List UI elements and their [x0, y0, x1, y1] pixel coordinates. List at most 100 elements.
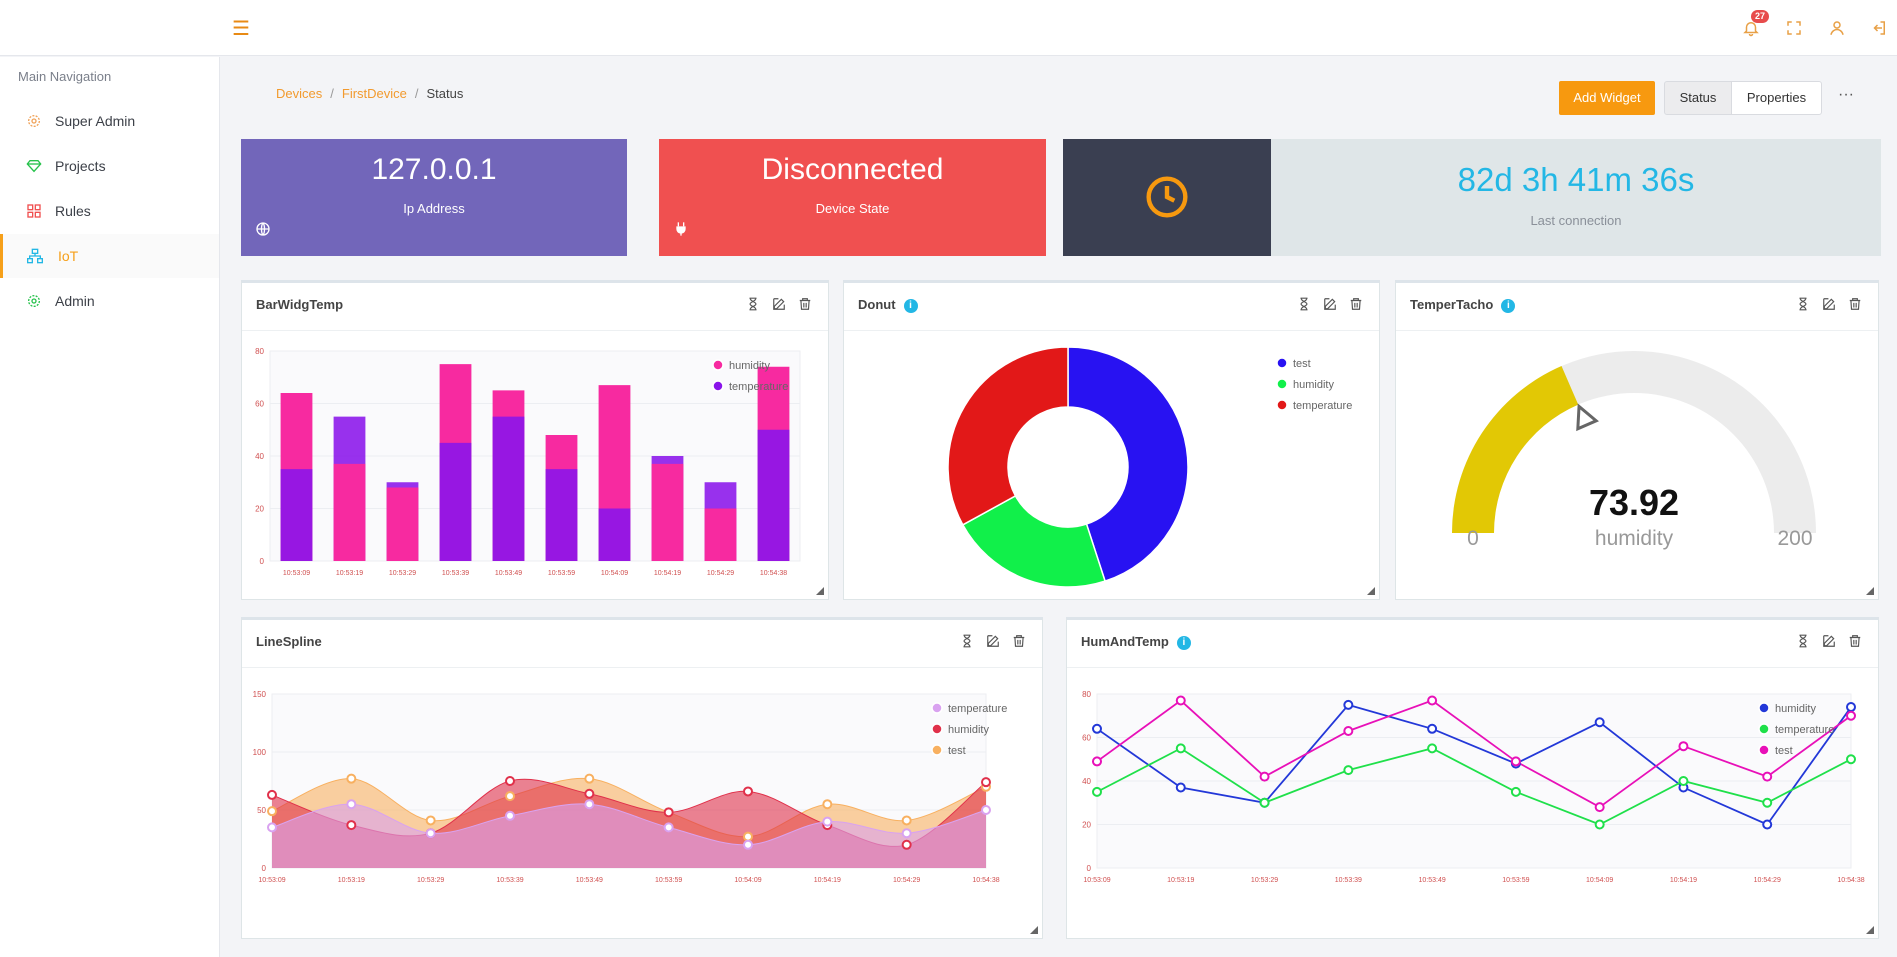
resize-handle-icon[interactable] — [1866, 926, 1874, 934]
fullscreen-icon[interactable] — [1782, 16, 1806, 40]
add-widget-button[interactable]: Add Widget — [1559, 81, 1655, 115]
data-point — [1175, 695, 1186, 706]
legend-marker — [931, 744, 943, 756]
data-point — [505, 776, 515, 786]
data-point — [1343, 699, 1354, 710]
legend-label: humidity — [729, 360, 770, 372]
gauge-value: 73.92 — [1589, 482, 1679, 523]
sidebar-item-iot[interactable]: IoT — [0, 234, 219, 278]
info-icon[interactable]: i — [1176, 636, 1191, 650]
gauge-needle — [1576, 403, 1599, 432]
trash-icon[interactable] — [1848, 634, 1866, 652]
x-tick-label: 10:53:29 — [417, 877, 444, 884]
tab-properties[interactable]: Properties — [1731, 81, 1822, 115]
gauge-min-label: 0 — [1467, 527, 1479, 550]
x-tick-label: 10:53:09 — [283, 570, 310, 577]
resize-handle-icon[interactable] — [1030, 926, 1038, 934]
hourglass-icon[interactable] — [746, 297, 764, 315]
y-tick-label: 0 — [262, 864, 267, 873]
bar — [598, 508, 631, 561]
y-tick-label: 40 — [255, 452, 264, 461]
legend-marker — [931, 723, 943, 735]
x-tick-label: 10:53:59 — [655, 877, 682, 884]
x-tick-label: 10:53:39 — [442, 570, 469, 577]
pie-slice — [1067, 346, 1189, 583]
x-tick-label: 10:54:09 — [1586, 877, 1613, 884]
data-point — [981, 805, 991, 815]
info-icon[interactable]: i — [903, 299, 918, 313]
bar — [704, 508, 737, 561]
data-point — [1594, 819, 1605, 830]
info-icon[interactable]: i — [1501, 299, 1516, 313]
edit-icon[interactable] — [1323, 297, 1341, 315]
panel-title: Donut i — [858, 297, 918, 313]
user-icon[interactable] — [1825, 16, 1849, 40]
series-line — [271, 777, 987, 838]
bell-icon[interactable]: 27 — [1739, 10, 1770, 40]
device-state-value: Disconnected — [761, 153, 944, 186]
edit-icon[interactable] — [772, 297, 790, 315]
legend-label: temperature — [729, 381, 788, 393]
globe-icon — [256, 222, 270, 236]
panel-title: HumAndTemp i — [1081, 634, 1191, 650]
legend-label: humidity — [1775, 703, 1816, 715]
trash-icon[interactable] — [1349, 297, 1367, 315]
panel-tools — [1289, 297, 1367, 316]
trash-icon[interactable] — [798, 297, 816, 315]
hourglass-icon[interactable] — [1796, 634, 1814, 652]
legend-marker — [712, 359, 724, 371]
more-options-button[interactable]: ··· — [1838, 86, 1854, 103]
data-point — [267, 822, 277, 833]
connection-icon-panel — [1063, 139, 1271, 256]
resize-handle-icon[interactable] — [1866, 587, 1874, 595]
data-point — [1343, 765, 1354, 776]
panel-tools — [1788, 634, 1866, 653]
trash-icon[interactable] — [1848, 297, 1866, 315]
legend-label: test — [1293, 358, 1311, 370]
breadcrumb-separator: / — [414, 86, 419, 101]
logout-icon[interactable] — [1867, 16, 1891, 40]
last-connection-label: Last connection — [1530, 213, 1622, 228]
menu-toggle-icon[interactable]: ☰ — [232, 18, 250, 40]
data-point — [1343, 725, 1354, 736]
gauge-widget-panel: TemperTacho i 73.92 humidity 0 200 — [1395, 280, 1879, 600]
edit-icon[interactable] — [1822, 634, 1840, 652]
y-tick-label: 20 — [1082, 821, 1091, 830]
panel-title: TemperTacho i — [1410, 297, 1516, 313]
x-tick-label: 10:53:29 — [1251, 877, 1278, 884]
data-point — [1846, 710, 1856, 721]
data-point — [267, 806, 277, 817]
gauge-max-label: 200 — [1777, 527, 1812, 550]
data-point — [584, 773, 595, 784]
x-tick-label: 10:54:09 — [734, 877, 761, 884]
sidebar-item-super-admin[interactable]: Super Admin — [0, 99, 219, 143]
resize-handle-icon[interactable] — [1367, 587, 1375, 595]
panel-title-text: TemperTacho — [1410, 297, 1494, 312]
data-point — [505, 791, 515, 802]
hourglass-icon[interactable] — [1297, 297, 1315, 315]
hourglass-icon[interactable] — [960, 634, 978, 652]
legend-marker — [1276, 357, 1288, 369]
breadcrumb-devices[interactable]: Devices — [276, 86, 323, 101]
hourglass-icon[interactable] — [1796, 297, 1814, 315]
breadcrumb-first-device[interactable]: FirstDevice — [341, 86, 407, 101]
data-point — [346, 773, 357, 784]
y-tick-label: 40 — [1082, 777, 1091, 786]
pie-slice — [961, 494, 1107, 588]
tab-status[interactable]: Status — [1664, 81, 1732, 115]
y-tick-label: 20 — [255, 505, 264, 514]
data-point — [1762, 797, 1773, 808]
data-point — [346, 799, 357, 810]
x-tick-label: 10:53:09 — [258, 877, 285, 884]
sidebar-item-rules[interactable]: Rules — [0, 189, 219, 233]
sidebar-item-label: Rules — [55, 203, 91, 219]
x-tick-label: 10:53:59 — [548, 570, 575, 577]
edit-icon[interactable] — [1822, 297, 1840, 315]
series-line — [271, 803, 987, 846]
sidebar-item-projects[interactable]: Projects — [0, 144, 219, 188]
sidebar-item-label: Super Admin — [55, 113, 136, 129]
trash-icon[interactable] — [1012, 634, 1030, 652]
edit-icon[interactable] — [986, 634, 1004, 652]
sidebar-item-admin[interactable]: Admin — [0, 279, 219, 323]
resize-handle-icon[interactable] — [816, 587, 824, 595]
